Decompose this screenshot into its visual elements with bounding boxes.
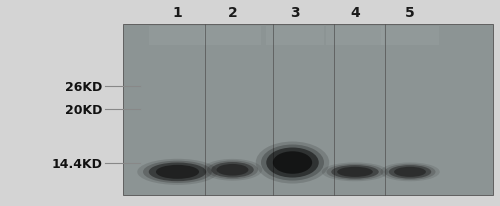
Ellipse shape <box>266 148 319 178</box>
Bar <box>149 27 206 45</box>
Ellipse shape <box>326 164 384 180</box>
Text: 4: 4 <box>350 6 360 20</box>
Ellipse shape <box>143 161 212 183</box>
Ellipse shape <box>149 163 206 181</box>
Ellipse shape <box>216 164 248 176</box>
Ellipse shape <box>384 164 436 180</box>
Text: 26KD: 26KD <box>65 80 102 93</box>
Ellipse shape <box>337 167 373 177</box>
Ellipse shape <box>137 159 218 185</box>
Text: 5: 5 <box>405 6 415 20</box>
Bar <box>204 27 262 45</box>
Text: 20KD: 20KD <box>65 103 102 116</box>
Bar <box>382 27 439 45</box>
Ellipse shape <box>273 152 312 174</box>
Ellipse shape <box>156 165 199 179</box>
Ellipse shape <box>256 142 329 184</box>
Ellipse shape <box>389 165 431 179</box>
Ellipse shape <box>211 162 254 178</box>
Bar <box>326 27 384 45</box>
Text: 2: 2 <box>228 6 237 20</box>
Text: 3: 3 <box>290 6 300 20</box>
Ellipse shape <box>394 167 426 177</box>
Ellipse shape <box>207 161 258 179</box>
Text: 1: 1 <box>172 6 182 20</box>
Bar <box>266 27 324 45</box>
Text: 14.4KD: 14.4KD <box>52 157 102 170</box>
Ellipse shape <box>322 163 388 181</box>
Ellipse shape <box>331 165 379 179</box>
Ellipse shape <box>380 163 440 181</box>
Bar <box>122 25 492 195</box>
Ellipse shape <box>261 145 324 181</box>
Ellipse shape <box>203 159 262 181</box>
